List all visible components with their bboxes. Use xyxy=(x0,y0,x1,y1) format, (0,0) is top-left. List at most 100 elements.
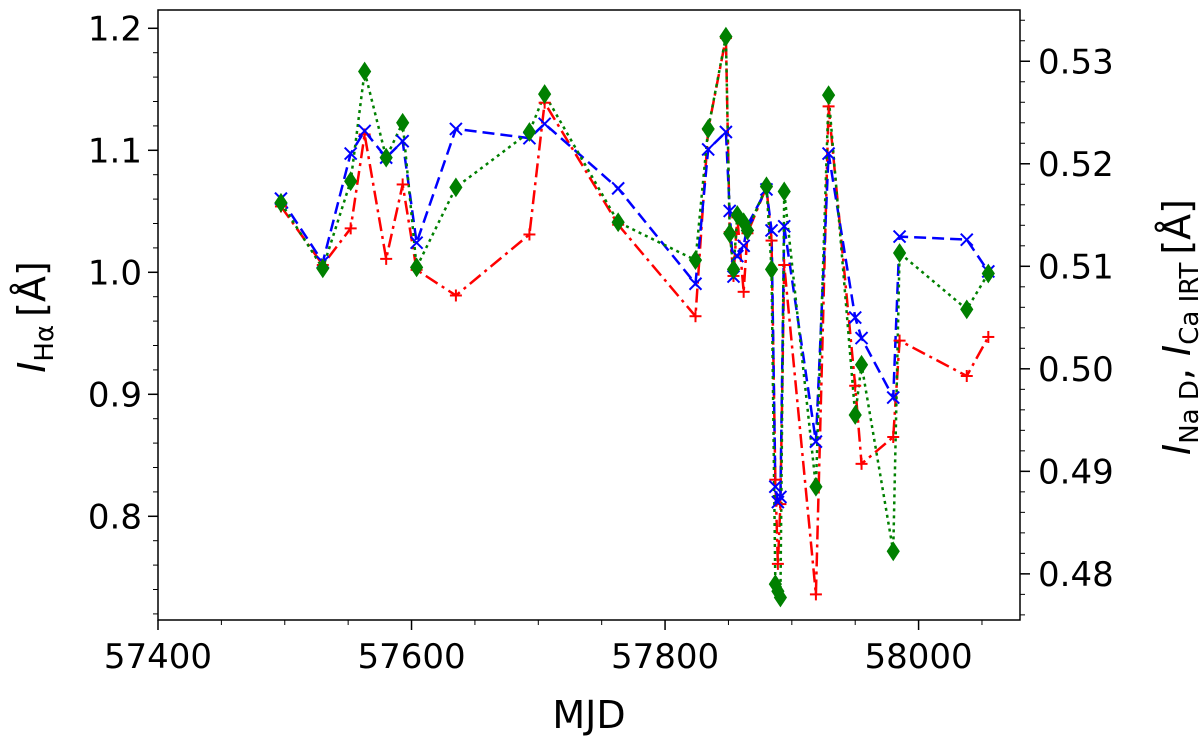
data-point-plus xyxy=(737,285,750,298)
data-point-diamond xyxy=(777,181,791,202)
series-layer xyxy=(274,26,996,608)
data-point-diamond xyxy=(449,177,463,198)
right-y-label-sub2: Ca IRT xyxy=(1175,263,1200,345)
x-stroke-b xyxy=(537,117,552,131)
data-point-x xyxy=(773,490,788,504)
data-point-plus xyxy=(769,473,782,486)
tick-layer: 57400 57600 57800 58000 0.8 0.9 1.0 1.1 1.2 0.48 0… xyxy=(88,9,1114,677)
left-y-label-main: I xyxy=(10,362,54,373)
x-stroke-b xyxy=(395,134,410,148)
data-point-diamond xyxy=(379,147,393,168)
x-stroke-b xyxy=(764,223,779,238)
data-point-x xyxy=(809,434,823,449)
data-point-x xyxy=(768,480,783,494)
data-point-diamond xyxy=(848,405,862,425)
x-tick-label: 57400 xyxy=(104,637,212,677)
right-y-tick-label: 0.48 xyxy=(1038,555,1114,595)
left-y-label-sub: Hα xyxy=(30,325,60,362)
x-stroke-b xyxy=(960,232,974,247)
data-point-x xyxy=(688,277,703,291)
data-point-diamond xyxy=(960,299,974,320)
right-y-label-unit: [Å] xyxy=(1155,199,1199,255)
data-point-diamond xyxy=(274,192,288,213)
data-point-plus xyxy=(523,228,536,241)
data-point-plus xyxy=(689,310,702,323)
data-point-diamond xyxy=(538,84,552,104)
left-y-tick-label: 1.2 xyxy=(88,9,142,49)
data-point-plus xyxy=(893,334,906,347)
data-point-plus xyxy=(396,178,409,191)
data-point-plus xyxy=(765,234,778,247)
series-line-plus xyxy=(279,37,990,595)
x-stroke-b xyxy=(688,277,703,291)
x-stroke-b xyxy=(892,229,907,244)
data-point-diamond xyxy=(723,223,737,244)
data-point-x xyxy=(886,390,900,405)
data-point-x xyxy=(960,232,974,247)
right-y-tick-label: 0.49 xyxy=(1038,452,1114,492)
right-y-label-main2: I xyxy=(1155,345,1199,356)
x-tick-label: 57600 xyxy=(357,637,465,677)
left-y-tick-label: 1.1 xyxy=(88,131,142,171)
right-y-label-sub1: Na D xyxy=(1175,380,1200,444)
data-point-x xyxy=(848,310,862,325)
data-point-diamond xyxy=(316,258,330,279)
x-stroke-b xyxy=(723,204,737,218)
data-point-diamond xyxy=(854,354,869,375)
data-point-x xyxy=(892,229,907,244)
data-point-x xyxy=(611,181,625,196)
left-y-axis-label: IHα [Å] xyxy=(10,261,60,373)
right-y-axis-label: INa D, ICa IRT[Å] xyxy=(1155,199,1200,455)
data-point-plus xyxy=(809,588,822,601)
data-point-diamond xyxy=(719,26,733,47)
data-point-diamond xyxy=(409,257,424,278)
x-stroke-b xyxy=(768,480,783,494)
data-point-diamond xyxy=(773,587,788,608)
x-stroke-b xyxy=(848,310,862,325)
data-point-plus xyxy=(887,431,900,443)
data-point-plus xyxy=(380,252,393,265)
data-point-diamond xyxy=(892,243,907,263)
data-point-diamond xyxy=(886,541,900,562)
data-point-diamond xyxy=(396,112,410,133)
data-point-x xyxy=(764,223,779,238)
left-y-label-unit: [Å] xyxy=(10,261,54,317)
x-stroke-b xyxy=(409,236,424,250)
data-point-x xyxy=(537,117,552,131)
x-stroke-b xyxy=(736,239,751,253)
data-point-plus xyxy=(449,289,462,302)
right-y-tick-label: 0.50 xyxy=(1038,350,1114,390)
data-point-diamond xyxy=(740,220,755,241)
left-y-tick-label: 1.0 xyxy=(88,253,142,293)
x-stroke-b xyxy=(701,142,715,157)
data-point-plus xyxy=(855,457,868,470)
data-point-diamond xyxy=(809,476,823,497)
x-stroke-b xyxy=(854,331,869,345)
x-stroke-b xyxy=(343,146,358,161)
data-point-x xyxy=(357,124,372,138)
x-stroke-b xyxy=(449,122,463,136)
data-point-plus xyxy=(849,379,862,392)
data-point-x xyxy=(449,122,463,136)
right-y-label-sep: , xyxy=(1155,356,1199,380)
data-point-plus xyxy=(771,557,784,570)
x-stroke-b xyxy=(809,434,823,449)
x-axis-label: MJD xyxy=(552,693,625,737)
data-point-x xyxy=(701,142,715,157)
data-point-diamond xyxy=(764,259,779,280)
right-y-label-main1: I xyxy=(1155,444,1199,455)
data-point-x xyxy=(821,146,836,161)
data-point-diamond xyxy=(726,259,741,280)
right-y-tick-label: 0.52 xyxy=(1038,145,1114,185)
x-tick-label: 57800 xyxy=(611,637,719,677)
x-stroke-b xyxy=(719,125,733,139)
data-point-plus xyxy=(982,330,995,343)
left-y-tick-label: 0.8 xyxy=(88,497,142,537)
data-point-x xyxy=(343,146,358,161)
x-stroke-b xyxy=(886,390,900,405)
x-stroke-b xyxy=(821,146,836,161)
right-y-tick-label: 0.53 xyxy=(1038,42,1114,82)
x-stroke-b xyxy=(611,181,625,196)
